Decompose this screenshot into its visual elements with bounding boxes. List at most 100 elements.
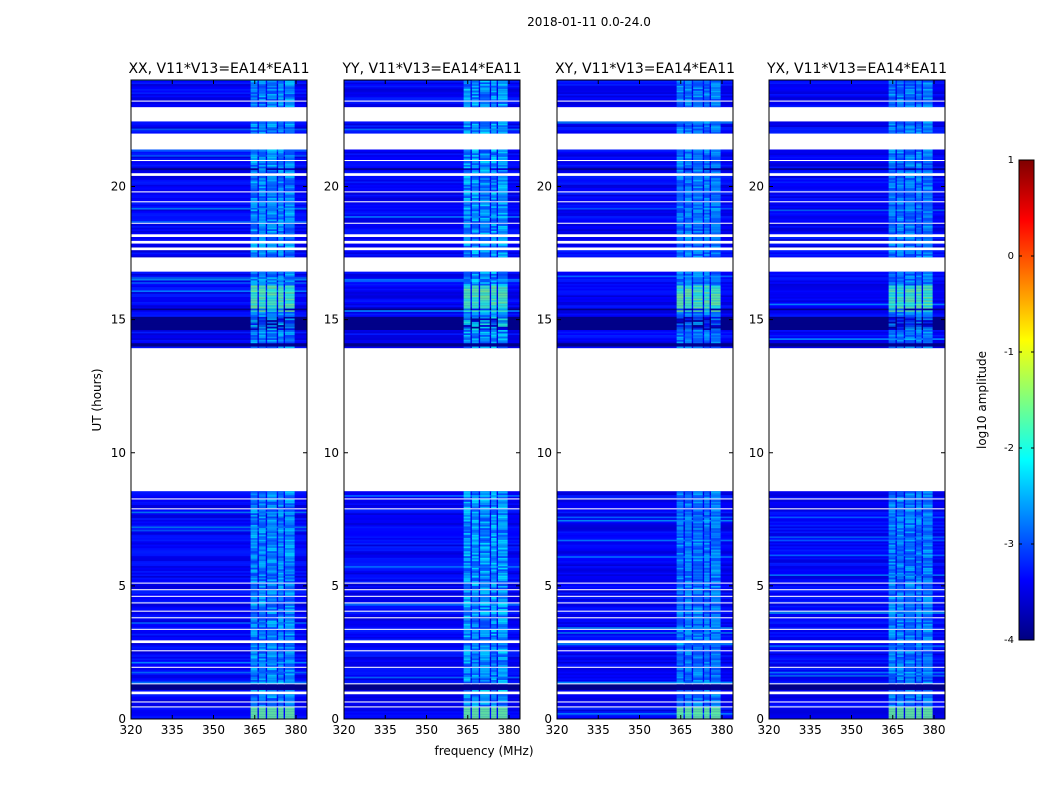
rfi-stripe — [905, 631, 915, 634]
rfi-stripe — [278, 611, 284, 614]
rfi-stripe — [684, 238, 692, 241]
rfi-stripe — [498, 301, 508, 304]
rfi-stripe — [923, 704, 933, 707]
rfi-stripe — [693, 309, 703, 312]
rfi-stripe — [676, 332, 684, 335]
rfi-stripe — [480, 334, 490, 337]
rfi-stripe — [888, 593, 896, 596]
rfi-stripe — [250, 633, 258, 636]
rfi-stripe — [285, 195, 295, 198]
rfi-stripe — [278, 299, 284, 302]
spectrum-row — [131, 227, 307, 230]
spectrum-row — [131, 646, 307, 649]
rfi-stripe — [684, 710, 692, 713]
rfi-stripe — [684, 671, 692, 674]
rfi-stripe — [896, 636, 904, 639]
spectrum-row — [557, 629, 733, 633]
rfi-stripe — [923, 624, 933, 628]
rfi-stripe — [491, 161, 497, 164]
spectrum-row — [344, 591, 520, 595]
spectrum-row — [131, 634, 307, 638]
rfi-stripe — [285, 651, 295, 654]
spectrum-row — [131, 557, 307, 560]
rfi-stripe — [267, 677, 277, 680]
rfi-stripe — [888, 659, 896, 662]
rfi-stripe — [278, 624, 284, 628]
rfi-stripe — [471, 251, 479, 255]
rfi-stripe — [498, 677, 508, 680]
spectrum-row — [131, 638, 307, 641]
rfi-stripe — [463, 611, 471, 614]
rfi-stripe — [491, 512, 497, 515]
rfi-stripe — [896, 585, 904, 588]
spectrum-row — [131, 499, 307, 502]
rfi-stripe — [491, 337, 497, 340]
rfi-stripe — [480, 539, 490, 542]
rfi-stripe — [905, 591, 915, 595]
rfi-stripe — [480, 284, 490, 288]
rfi-stripe — [471, 319, 479, 322]
rfi-stripe — [463, 544, 471, 547]
rfi-stripe — [471, 709, 479, 712]
rfi-stripe — [278, 674, 284, 677]
rfi-stripe — [905, 590, 915, 593]
spectrum-row — [344, 336, 520, 339]
rfi-stripe — [258, 291, 266, 294]
rfi-stripe — [267, 232, 277, 235]
rfi-stripe — [250, 689, 258, 692]
spectrum-row — [557, 95, 733, 98]
rfi-stripe — [278, 91, 284, 94]
rfi-stripe — [916, 715, 922, 718]
spectrum-row — [344, 522, 520, 525]
rfi-stripe — [491, 501, 497, 504]
rfi-stripe — [684, 187, 692, 190]
rfi-stripe — [278, 565, 284, 568]
rfi-stripe — [711, 273, 721, 276]
rfi-stripe — [888, 699, 896, 702]
rfi-stripe — [676, 542, 684, 545]
rfi-stripe — [491, 657, 497, 661]
spectrum-row — [344, 611, 520, 614]
spectrum-row — [769, 590, 945, 593]
spectrum-row — [131, 312, 307, 316]
rfi-stripe — [471, 291, 479, 294]
rfi-stripe — [923, 606, 933, 609]
rfi-stripe — [480, 695, 490, 699]
rfi-stripe — [258, 281, 266, 284]
rfi-stripe — [711, 301, 721, 304]
rfi-stripe — [711, 492, 721, 496]
rfi-stripe — [693, 540, 703, 543]
rfi-stripe — [258, 672, 266, 676]
rfi-stripe — [471, 583, 479, 586]
spectrum-row — [344, 714, 520, 717]
spectrum-row — [131, 672, 307, 676]
rfi-stripe — [285, 520, 295, 524]
rfi-stripe — [267, 618, 277, 621]
rfi-stripe — [480, 336, 490, 339]
rfi-stripe — [676, 283, 684, 286]
rfi-stripe — [250, 548, 258, 552]
rfi-stripe — [278, 656, 284, 659]
rfi-stripe — [471, 126, 479, 129]
rfi-stripe — [463, 124, 471, 127]
rfi-stripe — [693, 298, 703, 301]
rfi-stripe — [250, 714, 258, 717]
rfi-stripe — [463, 271, 471, 274]
spectrum-row — [131, 213, 307, 217]
rfi-stripe — [471, 151, 479, 154]
rfi-stripe — [285, 189, 295, 192]
rfi-stripe — [258, 704, 266, 707]
rfi-stripe — [711, 525, 721, 529]
spectrum-row — [557, 544, 733, 547]
rfi-stripe — [693, 694, 703, 697]
rfi-stripe — [285, 648, 295, 651]
spectrum-row — [557, 329, 733, 332]
spectrum-row — [131, 195, 307, 198]
rfi-stripe — [267, 195, 277, 198]
rfi-stripe — [711, 199, 721, 202]
rfi-stripe — [923, 679, 933, 682]
rfi-stripe — [267, 631, 277, 634]
rfi-stripe — [676, 501, 684, 504]
rfi-stripe — [285, 697, 295, 700]
rfi-stripe — [498, 674, 508, 677]
